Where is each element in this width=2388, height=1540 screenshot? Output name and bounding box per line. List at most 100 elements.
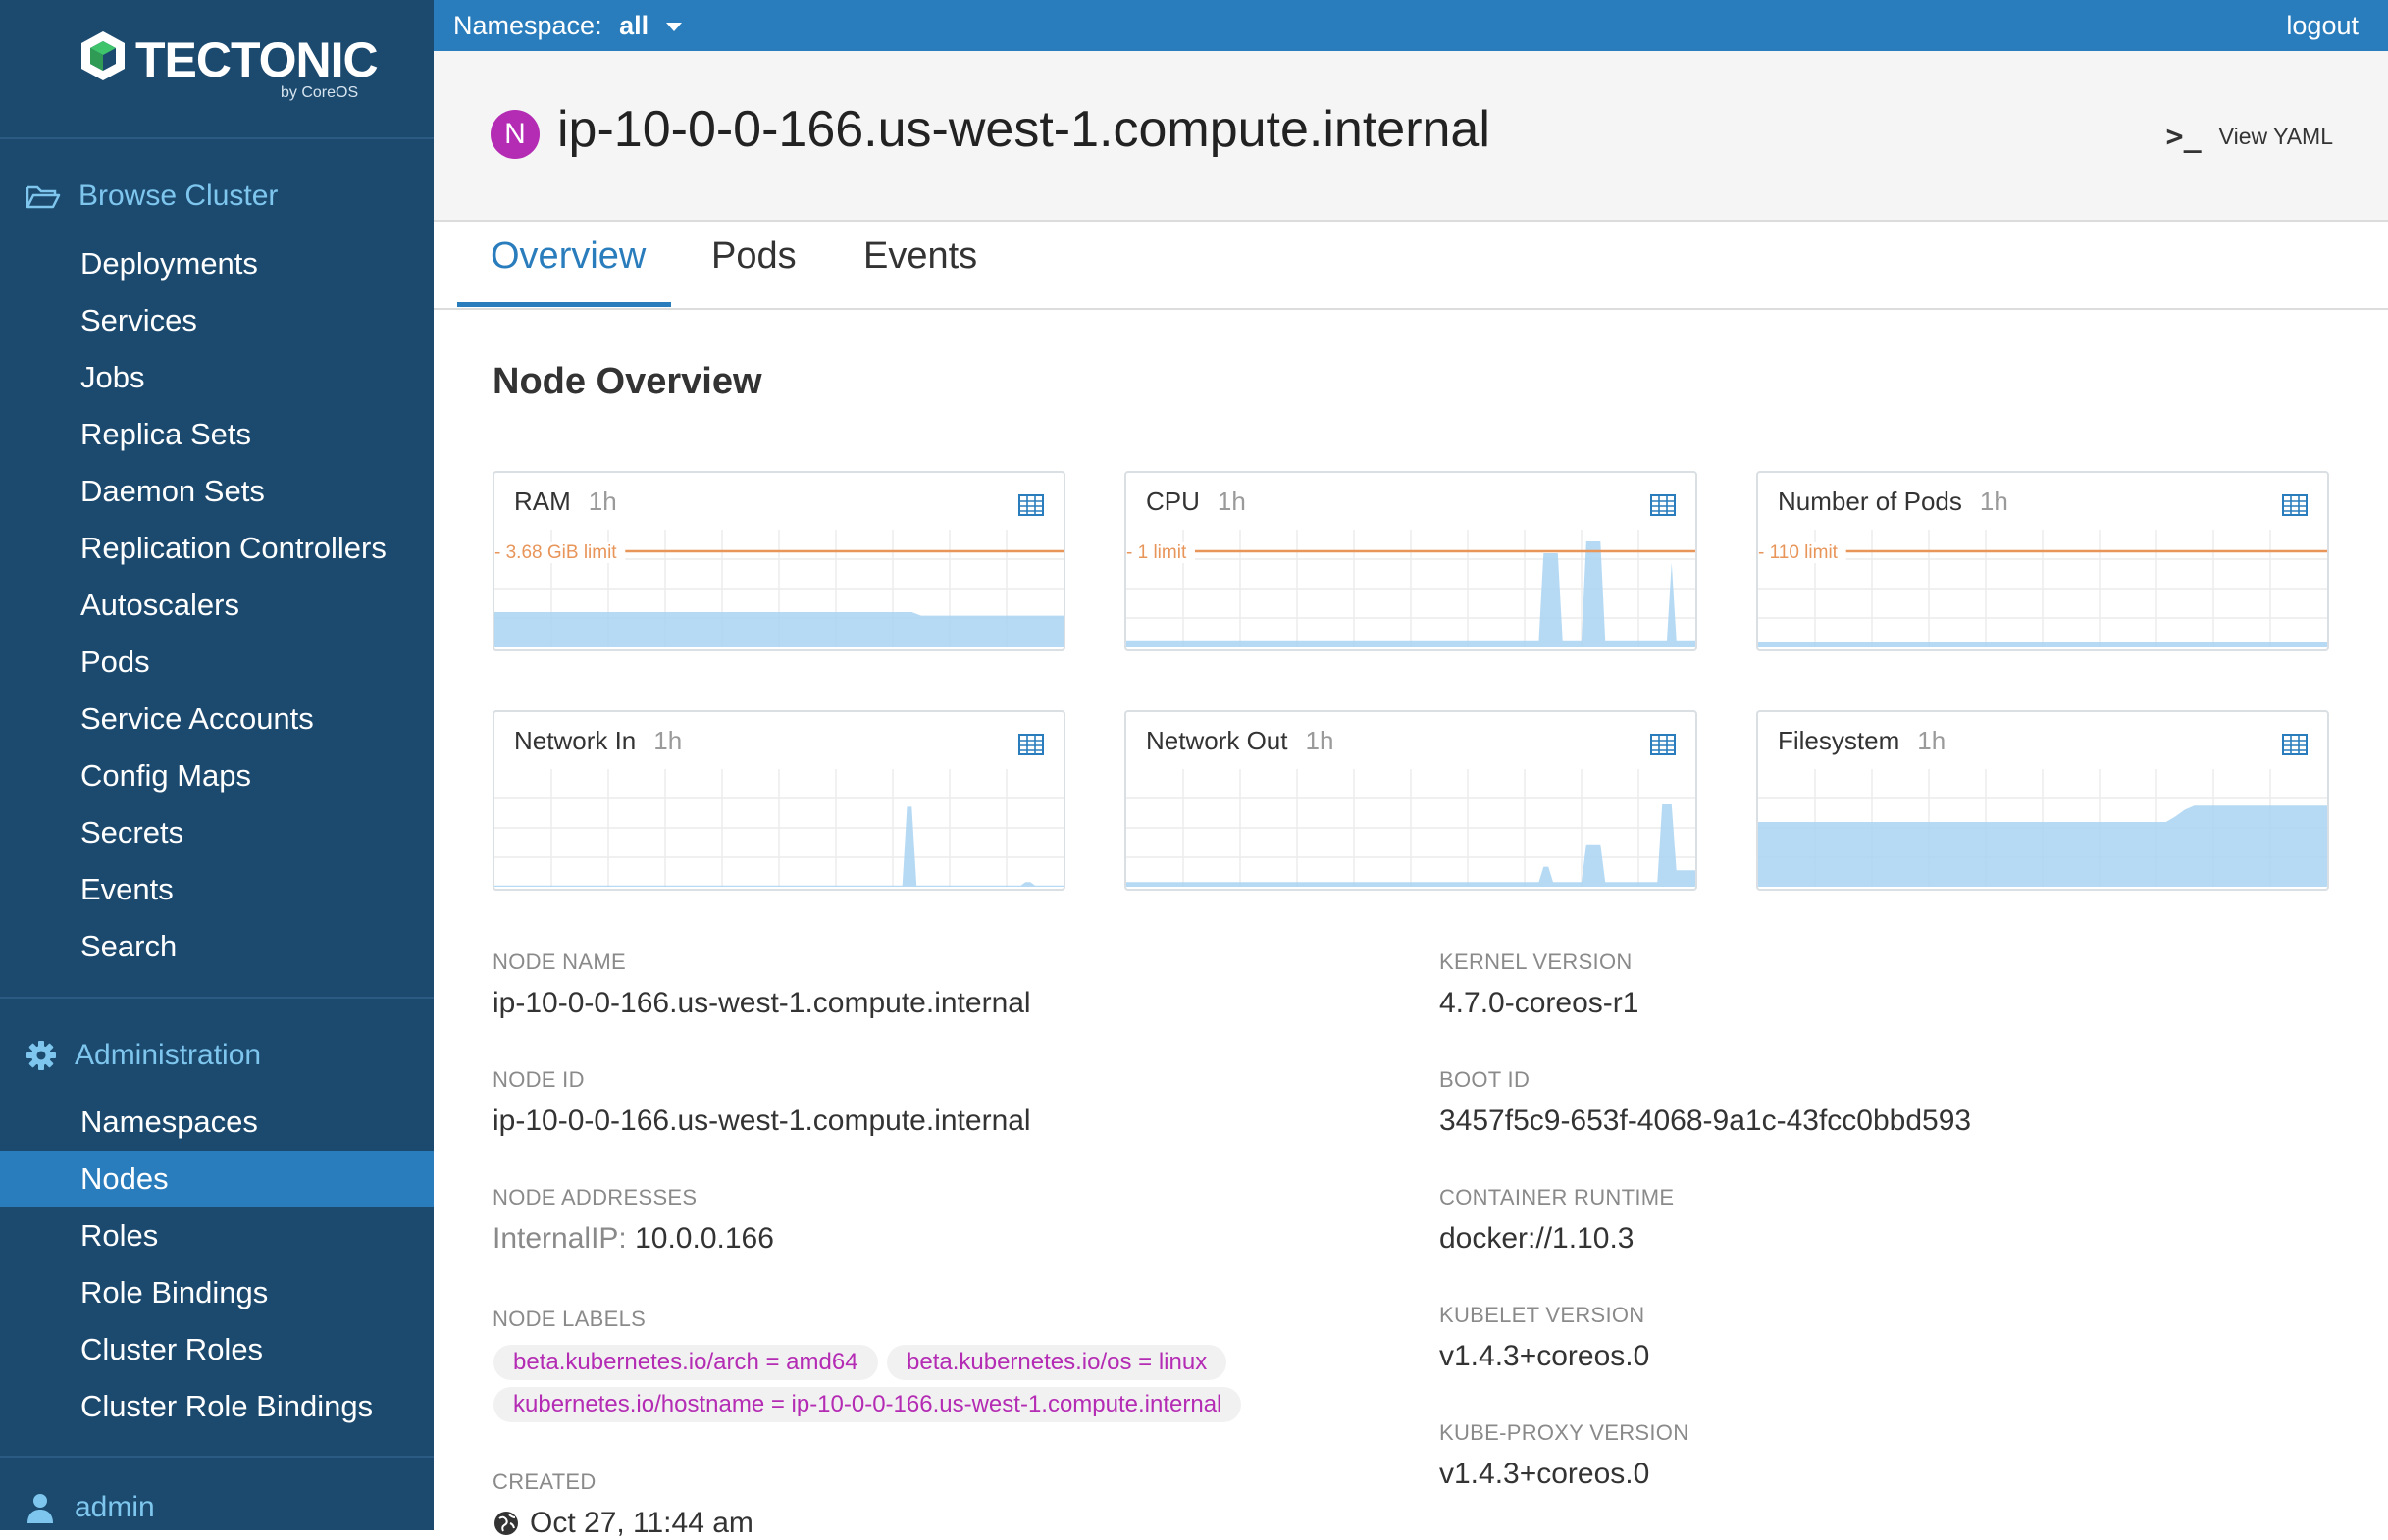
address-value: 10.0.0.166: [635, 1222, 774, 1255]
tab-events[interactable]: Events: [863, 235, 978, 277]
field-label: CONTAINER RUNTIME: [1439, 1185, 1675, 1209]
field-label: NODE LABELS: [493, 1307, 647, 1331]
sidebar-item-events[interactable]: Events: [80, 872, 174, 906]
sidebar-item-services[interactable]: Services: [80, 303, 197, 337]
namespace-label: Namespace:: [453, 11, 602, 40]
card-title: Network In: [514, 726, 637, 755]
card-range: 1h: [1217, 487, 1246, 516]
sidebar-item-cluster-role-bindings[interactable]: Cluster Role Bindings: [80, 1389, 374, 1423]
node-kind-badge: N: [491, 110, 540, 159]
sidebar-item-service-accounts[interactable]: Service Accounts: [80, 701, 314, 736]
user-name: admin: [75, 1491, 155, 1523]
tab-pods[interactable]: Pods: [711, 235, 797, 277]
limit-label-bg: [1126, 542, 1195, 563]
field-label: NODE ADDRESSES: [493, 1185, 698, 1209]
node-label-pill[interactable]: kubernetes.io/hostname = ip-10-0-0-166.u…: [493, 1387, 1242, 1422]
sidebar: TECTONIC by CoreOS Browse Cluster Deploy…: [0, 0, 434, 1530]
administration-header[interactable]: Administration: [26, 1034, 261, 1077]
card-title: RAM: [514, 487, 571, 516]
kube-proxy-version-field: KUBE-PROXY VERSION v1.4.3+coreos.0: [1439, 1420, 1688, 1491]
node-id-field: NODE ID ip-10-0-0-166.us-west-1.compute.…: [493, 1067, 1031, 1138]
user-menu[interactable]: admin: [26, 1491, 155, 1524]
pods-card: Number of Pods 1h - 110 limit: [1756, 471, 2329, 651]
limit-label: - 3.68 GiB limit: [494, 542, 617, 563]
administration-label: Administration: [75, 1039, 262, 1071]
field-value: 4.7.0-coreos-r1: [1439, 987, 1639, 1019]
cpu-chart: - 1 limit: [1126, 530, 1695, 647]
browse-cluster-header[interactable]: Browse Cluster: [26, 175, 278, 218]
table-icon[interactable]: [1018, 734, 1044, 755]
node-labels-field: NODE LABELS: [493, 1307, 646, 1332]
node-label-pill[interactable]: beta.kubernetes.io/os = linux: [887, 1345, 1227, 1380]
usage-area: [1758, 642, 2327, 647]
kernel-version-field: KERNEL VERSION 4.7.0-coreos-r1: [1439, 950, 1638, 1020]
network-out-chart: [1126, 769, 1695, 887]
table-icon[interactable]: [1650, 734, 1676, 755]
field-label: CREATED: [493, 1469, 597, 1494]
namespace-value: all: [619, 11, 649, 40]
node-name-field: NODE NAME ip-10-0-0-166.us-west-1.comput…: [493, 950, 1031, 1020]
card-title: Network Out: [1146, 726, 1288, 755]
ram-card: RAM 1h - 3.68 GiB limit: [493, 471, 1065, 651]
sidebar-item-deployments[interactable]: Deployments: [80, 246, 258, 281]
field-label: KUBELET VERSION: [1439, 1303, 1645, 1327]
table-icon[interactable]: [2282, 494, 2308, 516]
sidebar-item-daemon-sets[interactable]: Daemon Sets: [80, 474, 265, 508]
sidebar-item-jobs[interactable]: Jobs: [80, 360, 145, 394]
browse-cluster-label: Browse Cluster: [78, 180, 279, 212]
limit-label: - 110 limit: [1758, 542, 1839, 563]
sidebar-divider: [0, 1456, 434, 1458]
sidebar-item-role-bindings[interactable]: Role Bindings: [80, 1275, 269, 1309]
tab-overview[interactable]: Overview: [491, 235, 647, 277]
view-yaml-button[interactable]: >_ View YAML: [2166, 120, 2333, 154]
sidebar-item-replication-controllers[interactable]: Replication Controllers: [80, 531, 387, 565]
namespace-selector[interactable]: Namespace: all: [453, 11, 682, 41]
gear-icon: [26, 1041, 56, 1070]
field-label: KUBE-PROXY VERSION: [1439, 1420, 1689, 1445]
table-icon[interactable]: [2282, 734, 2308, 755]
field-value: v1.4.3+coreos.0: [1439, 1458, 1650, 1490]
limit-label: - 1 limit: [1126, 542, 1187, 563]
field-value: docker://1.10.3: [1439, 1222, 1635, 1255]
browse-cluster-list: Deployments Services Jobs Replica Sets D…: [0, 235, 434, 975]
sidebar-item-config-maps[interactable]: Config Maps: [80, 758, 252, 793]
sidebar-divider: [0, 997, 434, 999]
tectonic-logo[interactable]: TECTONIC by CoreOS: [78, 29, 379, 108]
card-title: Filesystem: [1778, 726, 1900, 755]
kubelet-version-field: KUBELET VERSION v1.4.3+coreos.0: [1439, 1303, 1649, 1373]
sidebar-item-nodes[interactable]: Nodes: [0, 1151, 434, 1207]
network-in-chart: [494, 769, 1064, 887]
sidebar-item-namespaces[interactable]: Namespaces: [80, 1104, 258, 1139]
table-icon[interactable]: [1650, 494, 1676, 516]
card-title: CPU: [1146, 487, 1200, 516]
ram-chart: - 3.68 GiB limit: [494, 530, 1064, 647]
table-icon[interactable]: [1018, 494, 1044, 516]
page-header: N ip-10-0-0-166.us-west-1.compute.intern…: [434, 51, 2388, 222]
usage-area: [1758, 805, 2327, 887]
node-addresses-field: NODE ADDRESSES InternalIP: 10.0.0.166: [493, 1185, 774, 1256]
folder-open-icon: [26, 185, 61, 209]
sidebar-item-pods[interactable]: Pods: [80, 644, 150, 679]
field-label: BOOT ID: [1439, 1067, 1531, 1092]
active-tab-indicator: [457, 302, 671, 307]
created-field: CREATED Oct 27, 11:44 am: [493, 1469, 753, 1540]
sidebar-item-cluster-roles[interactable]: Cluster Roles: [80, 1332, 264, 1366]
sidebar-item-replica-sets[interactable]: Replica Sets: [80, 417, 252, 451]
filesystem-chart: [1758, 769, 2327, 887]
sidebar-item-autoscalers[interactable]: Autoscalers: [80, 588, 239, 622]
node-label-pill[interactable]: beta.kubernetes.io/arch = amd64: [493, 1345, 878, 1380]
sidebar-item-secrets[interactable]: Secrets: [80, 815, 184, 849]
logout-link[interactable]: logout: [2286, 11, 2359, 40]
sidebar-item-roles[interactable]: Roles: [80, 1218, 159, 1253]
field-label: NODE ID: [493, 1067, 585, 1092]
card-range: 1h: [653, 726, 683, 755]
tectonic-logo-icon: [81, 31, 125, 80]
limit-label-bg: [1758, 542, 1846, 563]
field-value: Oct 27, 11:44 am: [530, 1507, 753, 1539]
sidebar-divider: [0, 137, 434, 139]
field-value: ip-10-0-0-166.us-west-1.compute.internal: [493, 1104, 1031, 1137]
sidebar-item-search[interactable]: Search: [80, 929, 178, 963]
address-type: InternalIP:: [493, 1222, 627, 1255]
field-value: v1.4.3+coreos.0: [1439, 1340, 1650, 1372]
boot-id-field: BOOT ID 3457f5c9-653f-4068-9a1c-43fcc0bb…: [1439, 1067, 1971, 1138]
